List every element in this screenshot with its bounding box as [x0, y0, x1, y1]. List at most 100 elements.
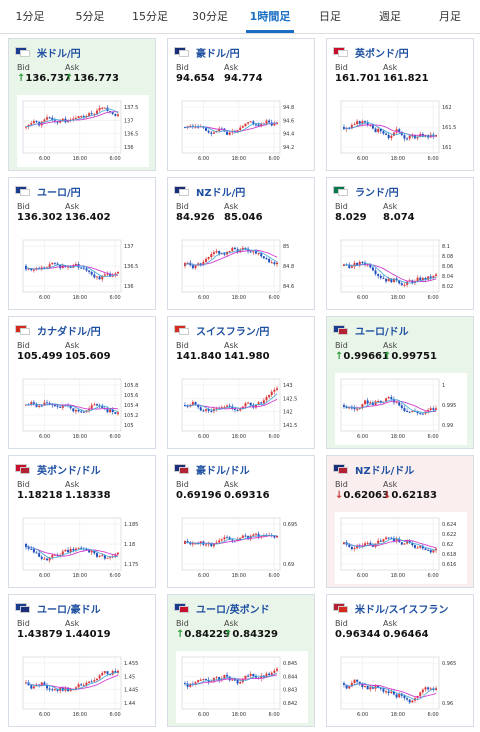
pair-name[interactable]: ランド/円: [355, 187, 399, 199]
y-tick-label: 161: [442, 145, 452, 151]
mini-chart[interactable]: 0.695 0.69 6:00 18:00 6:00: [176, 512, 308, 584]
ask-label: Ask: [65, 480, 80, 489]
x-tick-label: 18:00: [73, 712, 87, 718]
pair-name[interactable]: 米ドル/円: [37, 48, 81, 60]
pair-name[interactable]: ユーロ/英ポンド: [196, 604, 270, 616]
x-tick-label: 6:00: [110, 712, 121, 718]
tab-7[interactable]: 月足: [439, 10, 461, 23]
x-tick-label: 18:00: [391, 712, 405, 718]
bid-value: 161.701: [335, 73, 381, 84]
tab-5[interactable]: 日足: [319, 10, 341, 23]
card-header: ランド/円: [327, 182, 473, 200]
pair-name[interactable]: 豪ドル/ドル: [196, 465, 250, 477]
rate-card[interactable]: 豪ドル/円 Bid Ask 94.654 94.774 94.8 94.6 94.4…: [167, 38, 315, 171]
y-tick-label: 85: [283, 244, 289, 250]
mini-chart[interactable]: 1.455 1.45 1.445 1.44 6:00 18:00 6:00: [17, 651, 149, 723]
card-header: ユーロ/豪ドル: [9, 599, 155, 617]
mini-chart[interactable]: 0.845 0.844 0.843 0.842 6:00 18:00 6:00: [176, 651, 308, 723]
x-tick-label: 6:00: [428, 573, 439, 579]
y-tick-label: 1.445: [124, 688, 138, 694]
pair-name[interactable]: ユーロ/ドル: [355, 326, 409, 338]
card-header: ユーロ/ドル: [327, 321, 473, 339]
bid-value: 1.43879: [17, 629, 63, 640]
pair-name[interactable]: 英ポンド/ドル: [37, 465, 101, 477]
mini-chart[interactable]: 85 84.8 84.6 6:00 18:00 6:00: [176, 234, 308, 306]
tab-3[interactable]: 30分足: [192, 10, 228, 23]
rate-card[interactable]: NZドル/ドル Bid Ask ↓0.62063 ↓0.62183 0.624 0…: [326, 455, 474, 588]
tab-4[interactable]: 1時間足: [240, 0, 300, 33]
y-tick-label: 105.8: [124, 383, 138, 389]
pair-name[interactable]: NZドル/円: [196, 187, 246, 199]
mini-chart[interactable]: 0.965 0.96 6:00 18:00 6:00: [335, 651, 467, 723]
bid-label: Bid: [335, 480, 348, 489]
bid-value: ↑0.84229: [176, 629, 230, 640]
ask-label: Ask: [224, 202, 239, 211]
mini-chart[interactable]: 0.624 0.622 0.62 0.618 0.616 6:00 18:00 6:00: [335, 512, 467, 584]
flag-icon: [174, 603, 190, 613]
ask-label: Ask: [383, 619, 398, 628]
y-tick-label: 1.175: [124, 562, 138, 568]
rate-card[interactable]: カナダドル/円 Bid Ask 105.499 105.609 105.8 105…: [8, 316, 156, 449]
pair-name[interactable]: カナダドル/円: [37, 326, 101, 338]
mini-chart[interactable]: 8.1 8.08 8.06 8.04 8.02 6:00 18:00 6:00: [335, 234, 467, 306]
y-tick-label: 161.5: [442, 125, 456, 131]
rate-card[interactable]: NZドル/円 Bid Ask 84.926 85.046 85 84.8 84.6 6…: [167, 177, 315, 310]
tab-6[interactable]: 週足: [379, 10, 401, 23]
rate-card[interactable]: ランド/円 Bid Ask 8.029 8.074 8.1 8.08 8.06 8.0…: [326, 177, 474, 310]
pair-name[interactable]: ユーロ/円: [37, 187, 81, 199]
x-tick-label: 18:00: [73, 434, 87, 440]
x-tick-label: 6:00: [428, 712, 439, 718]
tab-1[interactable]: 5分足: [75, 10, 105, 23]
y-tick-label: 141.5: [283, 423, 297, 429]
bid-label: Bid: [335, 619, 348, 628]
pair-name[interactable]: NZドル/ドル: [355, 465, 415, 477]
y-tick-label: 8.06: [442, 264, 453, 270]
mini-chart[interactable]: 1.185 1.18 1.175 6:00 18:00 6:00: [17, 512, 149, 584]
bid-value: 94.654: [176, 73, 215, 84]
x-tick-label: 6:00: [110, 156, 121, 162]
pair-name[interactable]: ユーロ/豪ドル: [37, 604, 101, 616]
mini-chart[interactable]: 105.8 105.6 105.4 105.2 105 6:00 18:00 6:00: [17, 373, 149, 445]
pair-name[interactable]: スイスフラン/円: [196, 326, 270, 338]
card-header: 英ポンド/円: [327, 43, 473, 61]
x-tick-label: 18:00: [391, 295, 405, 301]
y-tick-label: 1.455: [124, 661, 138, 667]
ask-value: 1.18338: [65, 490, 111, 501]
card-header: 豪ドル/ドル: [168, 460, 314, 478]
pair-name[interactable]: 米ドル/スイスフラン: [355, 604, 449, 616]
tab-0[interactable]: 1分足: [15, 10, 45, 23]
rate-card[interactable]: ユーロ/円 Bid Ask 136.302 136.402 137 136.5 13…: [8, 177, 156, 310]
mini-chart[interactable]: 94.8 94.6 94.4 94.2 6:00 18:00 6:00: [176, 95, 308, 167]
bid-value: 84.926: [176, 212, 215, 223]
y-tick-label: 0.695: [283, 522, 297, 528]
mini-chart[interactable]: 1 0.995 0.99 6:00 18:00 6:00: [335, 373, 467, 445]
ask-label: Ask: [224, 480, 239, 489]
x-tick-label: 6:00: [357, 156, 368, 162]
pair-name[interactable]: 英ポンド/円: [355, 48, 409, 60]
tab-2[interactable]: 15分足: [132, 10, 168, 23]
pair-name[interactable]: 豪ドル/円: [196, 48, 240, 60]
mini-chart[interactable]: 137.5 137 136.5 136 6:00 18:00 6:00: [17, 95, 149, 167]
rate-card[interactable]: ユーロ/豪ドル Bid Ask 1.43879 1.44019 1.455 1.4…: [8, 594, 156, 727]
x-tick-label: 6:00: [269, 712, 280, 718]
mini-chart[interactable]: 137 136.5 136 6:00 18:00 6:00: [17, 234, 149, 306]
rate-card[interactable]: ユーロ/ドル Bid Ask ↑0.99661 ↑0.99751 1 0.995 0…: [326, 316, 474, 449]
card-header: 米ドル/円: [9, 43, 155, 61]
x-tick-label: 18:00: [232, 295, 246, 301]
mini-chart[interactable]: 162 161.5 161 6:00 18:00 6:00: [335, 95, 467, 167]
rate-card[interactable]: 米ドル/スイスフラン Bid Ask 0.96344 0.96464 0.965…: [326, 594, 474, 727]
rate-card[interactable]: スイスフラン/円 Bid Ask 141.840 141.980 143 142.…: [167, 316, 315, 449]
bid-value: 141.840: [176, 351, 222, 362]
card-header: スイスフラン/円: [168, 321, 314, 339]
ask-value: ↑0.99751: [383, 351, 437, 362]
rate-card[interactable]: ユーロ/英ポンド Bid Ask ↑0.84229 ↑0.84329 0.845…: [167, 594, 315, 727]
bid-value: ↑136.737: [17, 73, 71, 84]
rate-card[interactable]: 豪ドル/ドル Bid Ask 0.69196 0.69316 0.695 0.69…: [167, 455, 315, 588]
rate-card[interactable]: 英ポンド/円 Bid Ask 161.701 161.821 162 161.5 1…: [326, 38, 474, 171]
y-tick-label: 8.1: [442, 244, 450, 250]
rate-card[interactable]: 英ポンド/ドル Bid Ask 1.18218 1.18338 1.185 1.1…: [8, 455, 156, 588]
bid-label: Bid: [176, 341, 189, 350]
ask-value: 0.96464: [383, 629, 429, 640]
mini-chart[interactable]: 143 142.5 142 141.5 6:00 18:00 6:00: [176, 373, 308, 445]
rate-card[interactable]: 米ドル/円 Bid Ask ↑136.737 ↑136.773 137.5 137…: [8, 38, 156, 171]
